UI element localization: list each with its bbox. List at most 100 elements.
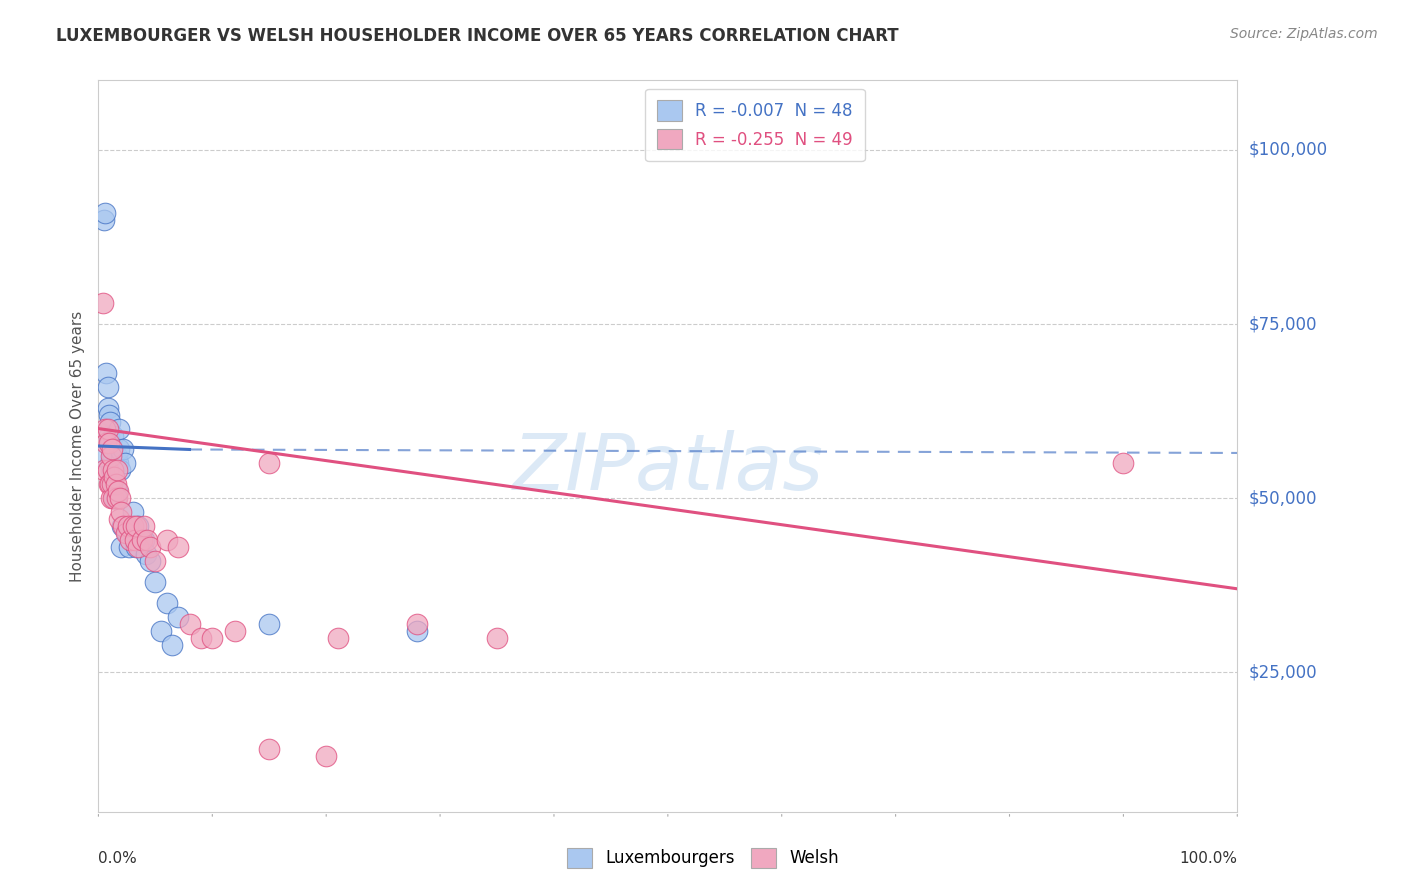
Point	[112, 519, 135, 533]
Point	[96, 421, 118, 435]
Point	[114, 526, 136, 541]
Point	[132, 533, 155, 547]
Point	[315, 749, 337, 764]
Point	[97, 477, 120, 491]
Point	[97, 435, 120, 450]
Point	[104, 491, 127, 506]
Point	[111, 519, 134, 533]
Point	[145, 554, 167, 568]
Point	[105, 491, 128, 506]
Point	[406, 616, 429, 631]
Point	[100, 450, 122, 464]
Text: $75,000: $75,000	[1249, 315, 1317, 333]
Point	[101, 450, 124, 464]
Legend: Luxembourgers, Welsh: Luxembourgers, Welsh	[560, 841, 846, 875]
Point	[108, 491, 131, 506]
Text: 100.0%: 100.0%	[1180, 851, 1237, 865]
Point	[103, 470, 125, 484]
Point	[107, 484, 129, 499]
Point	[103, 428, 125, 442]
Point	[167, 609, 190, 624]
Point	[326, 631, 349, 645]
Point	[100, 491, 122, 506]
Point	[201, 631, 224, 645]
Point	[96, 435, 118, 450]
Point	[259, 457, 281, 471]
Point	[125, 540, 148, 554]
Point	[156, 533, 179, 547]
Point	[94, 205, 117, 219]
Point	[93, 212, 115, 227]
Point	[97, 408, 120, 422]
Point	[110, 540, 132, 554]
Point	[104, 457, 127, 471]
Point	[96, 463, 118, 477]
Point	[127, 519, 149, 533]
Text: $25,000: $25,000	[1249, 664, 1317, 681]
Point	[101, 477, 124, 491]
Point	[1112, 457, 1135, 471]
Point	[167, 540, 190, 554]
Point	[98, 457, 121, 471]
Point	[103, 491, 125, 506]
Point	[101, 442, 124, 457]
Point	[105, 463, 128, 477]
Point	[120, 533, 142, 547]
Point	[104, 477, 127, 491]
Point	[93, 463, 115, 477]
Point	[118, 540, 141, 554]
Point	[98, 477, 121, 491]
Text: ZIPatlas: ZIPatlas	[512, 430, 824, 506]
Point	[101, 477, 124, 491]
Point	[96, 366, 118, 380]
Point	[103, 491, 125, 506]
Point	[131, 533, 153, 547]
Point	[406, 624, 429, 638]
Point	[100, 463, 122, 477]
Point	[108, 512, 131, 526]
Point	[98, 415, 121, 429]
Point	[486, 631, 509, 645]
Point	[117, 519, 139, 533]
Point	[115, 526, 138, 541]
Point	[145, 574, 167, 589]
Point	[259, 616, 281, 631]
Point	[136, 533, 159, 547]
Point	[124, 533, 146, 547]
Text: $50,000: $50,000	[1249, 489, 1317, 508]
Point	[110, 505, 132, 519]
Point	[121, 505, 143, 519]
Point	[97, 428, 120, 442]
Point	[190, 631, 212, 645]
Point	[108, 463, 131, 477]
Y-axis label: Householder Income Over 65 years: Householder Income Over 65 years	[69, 310, 84, 582]
Point	[103, 463, 125, 477]
Point	[125, 519, 148, 533]
Point	[150, 624, 173, 638]
Point	[179, 616, 201, 631]
Point	[108, 421, 131, 435]
Point	[114, 457, 136, 471]
Point	[107, 457, 129, 471]
Text: LUXEMBOURGER VS WELSH HOUSEHOLDER INCOME OVER 65 YEARS CORRELATION CHART: LUXEMBOURGER VS WELSH HOUSEHOLDER INCOME…	[56, 27, 898, 45]
Text: Source: ZipAtlas.com: Source: ZipAtlas.com	[1230, 27, 1378, 41]
Point	[138, 554, 160, 568]
Point	[135, 547, 157, 561]
Point	[156, 596, 179, 610]
Point	[112, 442, 135, 457]
Point	[94, 421, 117, 435]
Point	[100, 442, 122, 457]
Point	[138, 540, 160, 554]
Point	[105, 484, 128, 499]
Point	[259, 742, 281, 756]
Point	[103, 450, 125, 464]
Point	[90, 450, 112, 464]
Legend: R = -0.007  N = 48, R = -0.255  N = 49: R = -0.007 N = 48, R = -0.255 N = 49	[645, 88, 865, 161]
Point	[121, 519, 143, 533]
Text: $100,000: $100,000	[1249, 141, 1327, 159]
Text: 0.0%: 0.0%	[98, 851, 138, 865]
Point	[108, 442, 131, 457]
Point	[98, 435, 121, 450]
Point	[103, 463, 125, 477]
Point	[131, 533, 153, 547]
